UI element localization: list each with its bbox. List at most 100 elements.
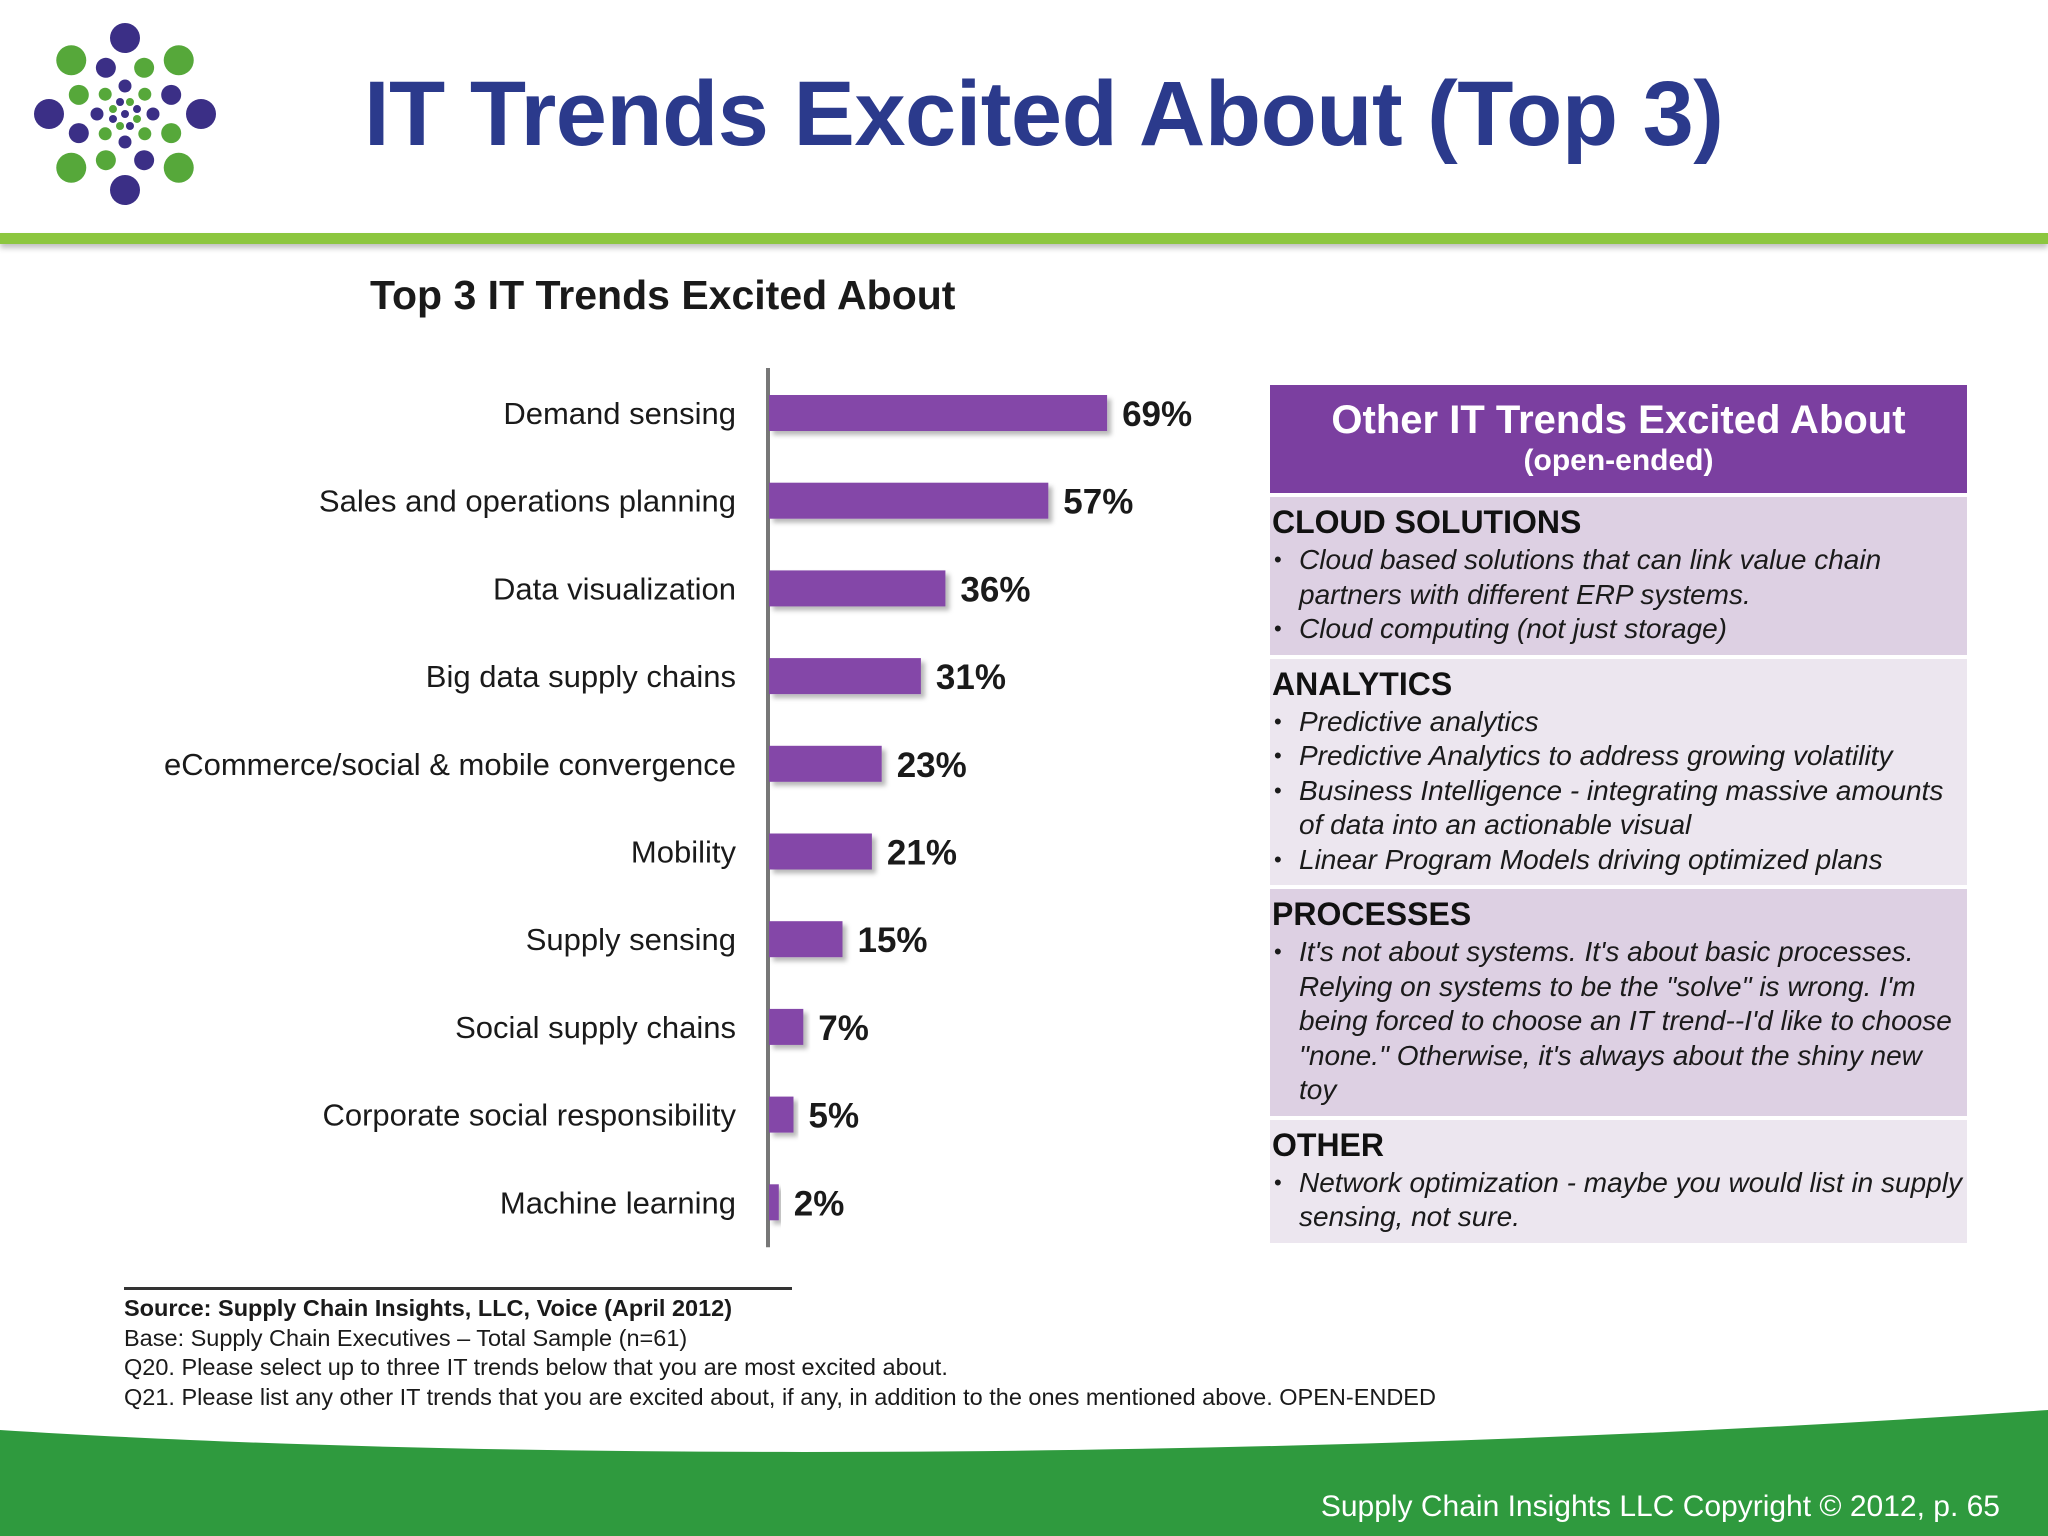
category-label: eCommerce/social & mobile convergence [164,747,736,782]
logo-dot [98,127,112,141]
section-other: OTHER Network optimization - maybe you w… [1270,1119,1967,1243]
company-logo [34,23,216,205]
source-note: Source: Supply Chain Insights, LLC, Voic… [124,1295,733,1321]
list-item: Network optimization - maybe you would l… [1272,1166,1965,1235]
logo-dot [56,152,87,183]
chart-title: Top 3 IT Trends Excited About [370,272,956,318]
bar [769,395,1108,431]
logo-dot [138,87,152,101]
panel-title: Other IT Trends Excited About [1331,398,1906,442]
category-label: Social supply chains [455,1010,736,1045]
logo-dot [110,23,140,53]
category-label: Mobility [631,835,737,870]
logo-dot [186,99,216,129]
value-label: 57% [1063,483,1133,522]
value-label: 5% [809,1097,860,1136]
list-item: Cloud computing (not just storage) [1272,612,1965,647]
logo-dot [108,105,117,114]
logo-dot [116,122,125,131]
bar [769,658,921,695]
section-analytics: ANALYTICS Predictive analytics Predictiv… [1270,658,1967,885]
value-label: 21% [887,834,957,873]
copyright-text: Supply Chain Insights LLC Copyright © 20… [1320,1490,2000,1523]
bar-chart: Demand sensing 69% Sales and operations pl… [164,368,1192,1248]
section-heading: CLOUD SOLUTIONS [1272,504,1582,540]
category-label: Supply sensing [526,922,736,957]
footer-band [0,1410,2048,1536]
value-label: 36% [960,570,1030,609]
logo-dot [134,150,155,171]
list-item: Linear Program Models driving optimized … [1272,843,1965,878]
panel-header: Other IT Trends Excited About (open-ende… [1270,385,1967,493]
section-list: Predictive analytics Predictive Analytic… [1272,705,1965,878]
list-item: It's not about systems. It's about basic… [1272,935,1965,1108]
logo-dot [34,99,64,129]
section-processes: PROCESSES It's not about systems. It's a… [1270,889,1967,1116]
section-list: Cloud based solutions that can link valu… [1272,543,1965,647]
logo-dot [98,87,112,101]
logo-dot [146,107,160,121]
logo-dot [138,127,152,141]
value-label: 69% [1122,395,1192,434]
logo-dot [121,110,129,118]
category-label: Data visualization [493,571,736,606]
section-heading: PROCESSES [1272,896,1472,932]
question-21-note: Q21. Please list any other IT trends tha… [124,1383,1436,1410]
section-list: Network optimization - maybe you would l… [1272,1166,1965,1235]
value-label: 7% [818,1009,869,1048]
logo-dot [118,79,132,93]
list-item: Predictive analytics [1272,705,1965,740]
other-trends-panel: Other IT Trends Excited About (open-ende… [1270,385,1967,1243]
logo-dot [163,45,194,76]
category-label: Machine learning [500,1185,736,1220]
list-item: Predictive Analytics to address growing … [1272,739,1965,774]
logo-dot [133,105,142,114]
logo-dot [125,122,134,131]
bar [769,745,882,782]
notes-divider [124,1287,792,1290]
logo-dot [90,107,104,121]
category-label: Big data supply chains [426,659,736,694]
logo-dot [134,57,155,78]
bar [769,921,843,958]
category-label: Sales and operations planning [319,484,736,519]
section-heading: OTHER [1272,1126,1384,1163]
category-label: Corporate social responsibility [322,1098,736,1133]
logo-dot [118,135,132,149]
logo-dot [68,123,89,144]
logo-dot [163,152,194,183]
logo-dot [95,150,116,171]
logo-dot [108,114,117,123]
bar [769,570,946,607]
logo-dot [116,97,125,106]
survey-notes: Source: Supply Chain Insights, LLC, Voic… [124,1287,1564,1412]
value-label: 31% [936,658,1006,697]
base-note: Base: Supply Chain Executives – Total Sa… [124,1324,688,1351]
logo-dot [110,175,140,205]
category-label: Demand sensing [503,396,736,431]
title-divider [0,233,2048,244]
slide-title: IT Trends Excited About (Top 3) [364,63,1724,165]
question-20-note: Q20. Please select up to three IT trends… [124,1354,948,1380]
value-label: 23% [897,746,967,785]
value-label: 2% [794,1184,845,1223]
section-heading: ANALYTICS [1272,665,1453,702]
logo-dot [125,97,134,106]
logo-dot [161,84,182,105]
bar [769,1184,779,1221]
value-label: 15% [858,921,928,960]
bar [769,1096,794,1133]
bar [769,833,872,870]
list-item: Cloud based solutions that can link valu… [1272,543,1965,612]
section-cloud-solutions: CLOUD SOLUTIONS Cloud based solutions th… [1270,497,1967,655]
bar [769,482,1049,519]
logo-dot [56,45,87,76]
bar [769,1008,804,1045]
panel-subtitle: (open-ended) [1523,444,1714,477]
footer-swoosh-shape [0,1410,2048,1536]
list-item: Business Intelligence - integrating mass… [1272,774,1965,843]
logo-dot [161,123,182,144]
logo-dot [133,114,142,123]
logo-dot [95,57,116,78]
section-list: It's not about systems. It's about basic… [1272,935,1965,1108]
